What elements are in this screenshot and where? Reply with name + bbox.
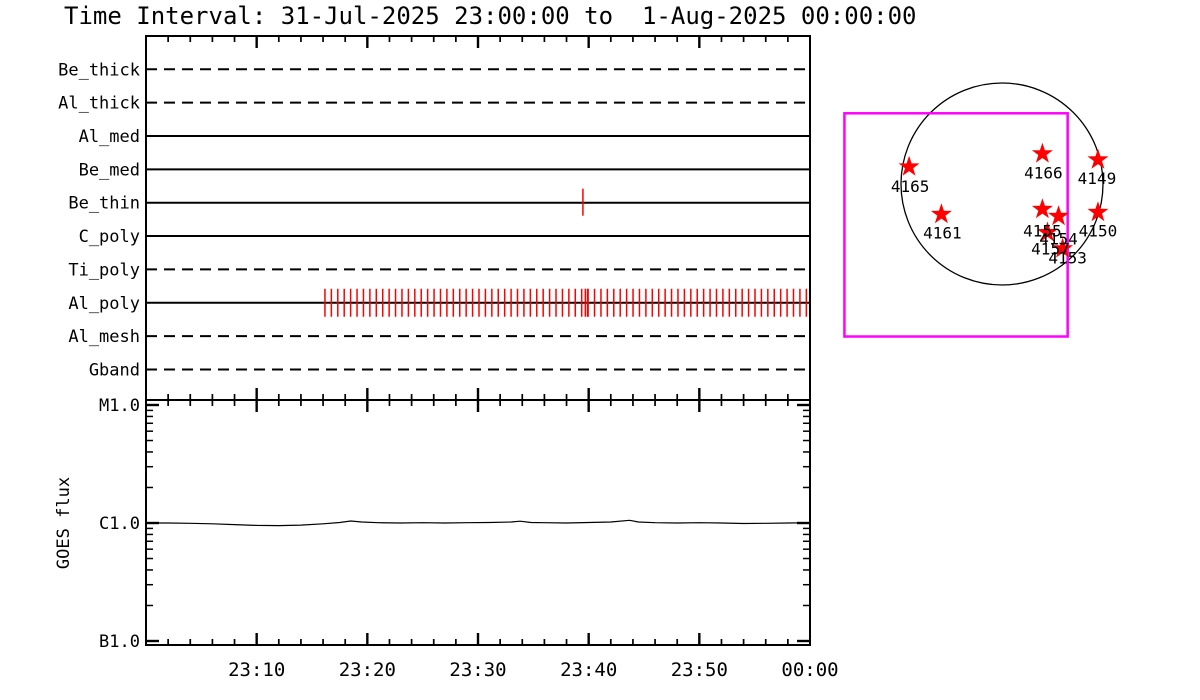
active-region-label: 4165 [891, 177, 930, 196]
active-region-label: 4155 [1023, 221, 1062, 240]
active-region-star [1048, 205, 1069, 226]
channel-label-Ti_poly: Ti_poly [68, 260, 140, 280]
x-tick-label: 00:00 [781, 659, 838, 681]
active-region-star [1031, 198, 1053, 219]
active-region-star [898, 155, 920, 176]
goes-flux-curve [146, 519, 811, 527]
active-region-star [1037, 221, 1058, 242]
active-region-star [1087, 201, 1109, 222]
active-region-label: 4166 [1024, 164, 1063, 183]
xrt-panel-border [145, 35, 811, 401]
active-region-star [1087, 148, 1109, 169]
y-tick-label: M1.0 [99, 396, 140, 416]
x-tick-label: 23:40 [560, 659, 617, 681]
active-region-label: 4154 [1039, 229, 1078, 248]
active-region-label: 4157 [1031, 239, 1070, 258]
active-region-label: 4153 [1048, 249, 1087, 268]
channel-label-Al_mesh: Al_mesh [68, 327, 140, 347]
x-tick-label: 23:10 [228, 659, 285, 681]
channel-label-Be_thin: Be_thin [68, 194, 140, 214]
channel-label-Al_thick: Al_thick [58, 94, 140, 114]
y-tick-label: B1.0 [99, 632, 140, 652]
channel-label-Al_med: Al_med [79, 127, 140, 147]
y-tick-label: C1.0 [99, 514, 140, 534]
active-region-star [930, 203, 952, 224]
channel-label-Be_thick: Be_thick [58, 60, 140, 80]
channel-label-Gband: Gband [89, 360, 140, 380]
active-region-star [1052, 237, 1074, 258]
active-region-label: 4161 [923, 223, 962, 242]
channel-label-C_poly: C_poly [79, 227, 140, 247]
x-tick-label: 23:50 [671, 659, 728, 681]
sun-disk [900, 82, 1104, 286]
x-tick-label: 23:30 [449, 659, 506, 681]
active-region-label: 4150 [1079, 221, 1118, 240]
x-tick-label: 23:20 [339, 659, 396, 681]
goes-ylabel: GOES flux [54, 477, 74, 569]
channel-label-Al_poly: Al_poly [68, 294, 140, 314]
xrt-fov-box [843, 112, 1069, 338]
channel-label-Be_med: Be_med [79, 160, 140, 180]
active-region-star [1031, 142, 1053, 163]
active-region-label: 4149 [1078, 169, 1117, 188]
plot-title: Time Interval: 31-Jul-2025 23:00:00 to 1… [64, 2, 917, 30]
